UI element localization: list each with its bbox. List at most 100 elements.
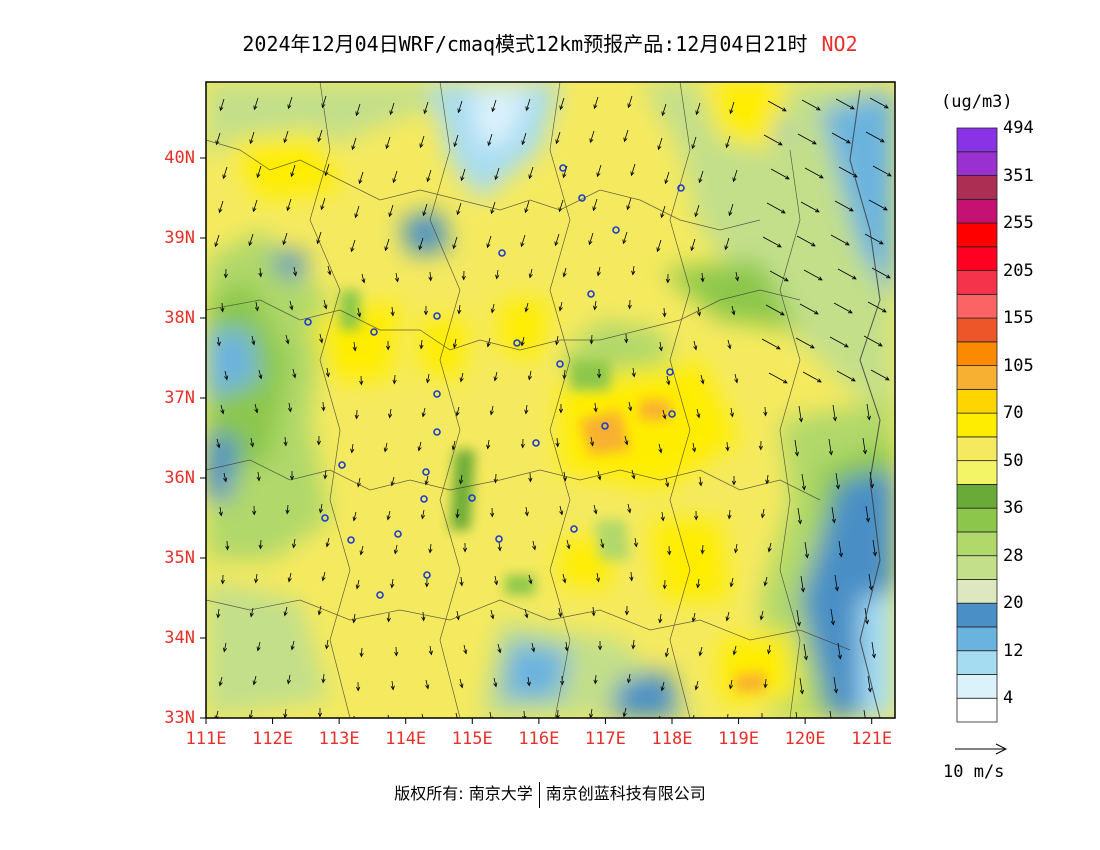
wind-arrow	[872, 165, 892, 177]
wind-arrow	[390, 306, 395, 317]
wind-arrow	[220, 574, 225, 585]
wind-arrow	[493, 371, 498, 382]
wind-arrow	[392, 374, 397, 385]
wind-arrow	[490, 507, 495, 518]
wind-arrow	[283, 436, 288, 447]
wind-arrow	[872, 539, 877, 557]
wind-arrow	[490, 609, 495, 620]
wind-arrow	[356, 681, 361, 692]
wind-arrow	[225, 540, 230, 551]
colorbar-label: 494	[1003, 118, 1034, 138]
wind-arrow	[725, 441, 730, 452]
wind-arrow	[316, 435, 321, 446]
wind-arrow	[423, 101, 429, 115]
wind-arrow	[770, 168, 790, 180]
wind-arrow	[596, 164, 602, 178]
wind-arrow	[254, 573, 259, 584]
wind-vectors	[214, 95, 892, 718]
wind-arrow	[830, 234, 850, 246]
wind-arrow	[425, 679, 430, 690]
wind-arrow	[521, 132, 527, 146]
wind-arrow	[564, 641, 569, 652]
wind-arrow	[285, 504, 290, 515]
wind-arrow	[426, 169, 432, 183]
wind-arrow	[731, 305, 736, 316]
wind-arrow	[215, 132, 221, 146]
wind-arrow	[494, 575, 499, 586]
wind-arrow	[727, 509, 732, 520]
wind-arrow	[459, 474, 464, 485]
city-marker	[433, 428, 441, 436]
wind-arrow	[698, 646, 703, 657]
wind-arrow	[799, 303, 819, 315]
wind-arrow	[216, 438, 221, 449]
wind-arrow	[423, 305, 429, 316]
wind-arrow	[424, 475, 429, 486]
wind-arrow	[357, 307, 362, 318]
city-marker	[433, 390, 441, 398]
wind-arrow	[633, 537, 638, 548]
wind-arrow	[727, 339, 732, 350]
wind-arrow	[520, 336, 525, 347]
city-marker	[423, 571, 431, 579]
wind-arrow	[729, 577, 734, 588]
wind-arrow	[691, 442, 697, 453]
wind-arrow	[767, 542, 772, 553]
wind-arrow	[600, 538, 605, 549]
wind-arrow	[871, 267, 891, 279]
wind-arrow	[428, 271, 433, 282]
wind-arrow	[384, 238, 390, 252]
wind-arrow	[351, 137, 357, 151]
lon-tick-label: 115E	[451, 729, 493, 749]
colorbar	[956, 127, 998, 723]
wind-arrow	[558, 607, 563, 618]
wind-arrow	[459, 372, 464, 383]
wind-arrow	[487, 133, 493, 147]
wind-arrow	[491, 99, 497, 113]
species-label: NO2	[821, 32, 858, 56]
colorbar-unit: (ug/m3)	[941, 92, 1013, 112]
wind-arrow	[629, 571, 634, 582]
wind-arrow	[589, 436, 595, 447]
wind-arrow	[421, 713, 424, 718]
wind-arrow	[287, 96, 293, 110]
wind-arrow	[766, 202, 786, 214]
wind-arrow	[698, 476, 703, 487]
wind-arrow	[868, 199, 888, 211]
wind-arrow	[528, 472, 533, 483]
city-marker	[304, 318, 312, 326]
wind-arrow	[216, 336, 221, 347]
wind-arrow	[520, 438, 525, 449]
wind-arrow	[223, 268, 228, 279]
wind-arrow	[694, 204, 700, 218]
wind-arrow	[797, 133, 817, 145]
wind-arrow	[531, 642, 536, 653]
wind-arrow	[524, 200, 530, 214]
wind-arrow	[421, 611, 426, 622]
wind-arrow	[494, 167, 500, 181]
wind-arrow	[452, 236, 458, 250]
wind-arrow	[283, 606, 288, 617]
wind-arrow	[254, 403, 259, 414]
wind-arrow	[325, 537, 330, 548]
lat-tick-label: 33N	[164, 708, 195, 728]
wind-arrow	[589, 334, 594, 345]
wind-arrow	[801, 473, 806, 491]
wind-arrow	[388, 408, 393, 419]
wind-arrow	[593, 674, 598, 685]
wind-arrow	[799, 677, 804, 695]
wind-arrow	[869, 97, 889, 109]
wind-arrow	[871, 641, 876, 659]
city-marker	[347, 536, 355, 544]
wind-arrow	[795, 337, 815, 349]
wind-arrow	[528, 574, 533, 585]
wind-arrow	[420, 509, 426, 520]
wind-arrow	[292, 368, 297, 379]
colorbar-swatch	[956, 412, 998, 438]
wind-arrow	[694, 680, 699, 691]
wind-arrow	[631, 265, 636, 276]
wind-arrow	[733, 543, 739, 554]
city-marker	[578, 194, 586, 202]
wind-arrow	[490, 303, 495, 314]
wind-arrow	[593, 96, 599, 110]
